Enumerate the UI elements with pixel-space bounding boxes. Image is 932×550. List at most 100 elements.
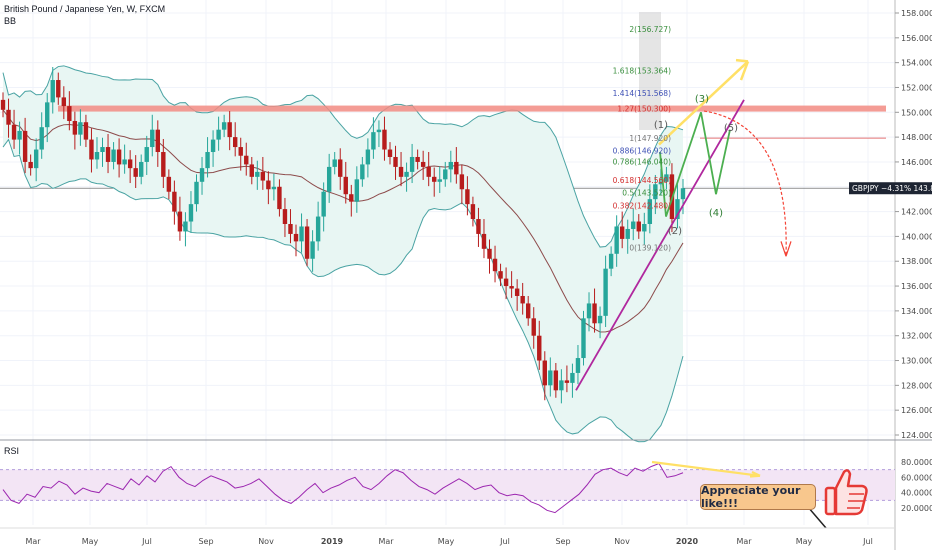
- candle-body: [559, 380, 564, 391]
- fib-label: 1.27(150.300): [617, 105, 671, 114]
- callout-pointer: [807, 506, 827, 529]
- candle-body: [194, 181, 199, 205]
- candle-body: [150, 129, 155, 148]
- rsi-arrow: [651, 460, 761, 477]
- x-tick-label: May: [796, 537, 813, 546]
- fib-label: 1.414(151.568): [613, 89, 671, 98]
- candle-body: [354, 179, 360, 202]
- candle-body: [343, 176, 348, 195]
- candle-body: [570, 372, 575, 383]
- candle-body: [509, 286, 514, 289]
- candle-body: [216, 129, 221, 140]
- fib-label: 0.5(143.520): [622, 189, 671, 198]
- candle-body: [443, 169, 448, 180]
- candle-body: [581, 318, 586, 359]
- annotations: (1) (2) (3) (4) (5): [575, 12, 792, 391]
- candle-body: [144, 147, 149, 162]
- candle-body: [139, 161, 144, 177]
- candle-body: [100, 147, 105, 153]
- y-tick-label: 136.000: [901, 282, 932, 291]
- candle-body: [454, 161, 459, 175]
- rsi-label: RSI: [4, 446, 20, 456]
- fib-label: 1.618(153.364): [613, 67, 671, 76]
- candle-body: [321, 191, 326, 217]
- candle-body: [72, 120, 78, 135]
- candle-body: [282, 209, 288, 224]
- candle-body: [83, 122, 89, 140]
- candle-body: [382, 129, 387, 150]
- candle-body: [365, 149, 371, 165]
- candle-body: [553, 370, 559, 391]
- wave-label: (3): [695, 94, 709, 105]
- candle-body: [520, 295, 525, 304]
- candle-body: [0, 99, 6, 110]
- projection-arrow: [658, 60, 749, 146]
- x-tick-label: May: [82, 537, 99, 546]
- candle-body: [664, 174, 669, 182]
- candle-body: [161, 152, 166, 177]
- y-tick-label: 140.000: [901, 232, 932, 241]
- band-fill: [3, 65, 683, 442]
- candle-body: [232, 137, 238, 148]
- y-tick-label: 156.000: [901, 34, 932, 43]
- wave-label: (1): [654, 120, 668, 131]
- candle-body: [172, 191, 177, 212]
- candle-body: [56, 80, 61, 98]
- candle-body: [133, 168, 138, 177]
- symbol-tag: GBPJPY −4.31% 143.882: [852, 184, 932, 193]
- resistance-band: [58, 105, 886, 112]
- candle-body: [277, 186, 282, 210]
- candle-body: [210, 139, 216, 153]
- candle-body: [227, 122, 232, 138]
- reversal-arrow-head: [780, 241, 792, 257]
- candle-body: [437, 179, 442, 182]
- x-tick-label: Nov: [258, 537, 274, 546]
- thumbs-up-icon: [824, 469, 868, 516]
- callout-box: Appreciate your like!!!: [700, 484, 816, 510]
- fib-label: 0.886(146.920): [613, 147, 671, 156]
- y-tick-label: 128.000: [901, 381, 932, 390]
- candle-body: [205, 152, 210, 169]
- x-tick-label: Mar: [378, 537, 394, 546]
- candle-body: [409, 156, 415, 172]
- candle-body: [459, 174, 465, 190]
- candle-body: [432, 176, 437, 182]
- candle-body: [514, 288, 520, 296]
- y-tick-label: 152.000: [901, 83, 932, 92]
- candle-body: [293, 233, 299, 242]
- rsi-arrow-head: [749, 470, 761, 478]
- candle-body: [614, 226, 619, 254]
- x-tick-label: Jul: [862, 537, 873, 546]
- rsi-tick-label: 60.0000: [901, 473, 932, 482]
- price-axis: 158.000 156.000 154.000 152.000 150.000 148.0…: [849, 0, 932, 550]
- candle-body: [155, 129, 160, 153]
- chart-title: British Pound / Japanese Yen, W, FXCM: [4, 4, 166, 14]
- candle-body: [17, 130, 22, 140]
- y-tick-label: 146.000: [901, 158, 932, 167]
- fib-label: 1(147.920): [629, 134, 671, 143]
- candle-body: [271, 186, 277, 190]
- y-tick-label: 126.000: [901, 406, 932, 415]
- rsi-tick-label: 80.0000: [901, 458, 932, 467]
- candle-body: [78, 122, 83, 135]
- y-tick-label: 150.000: [901, 108, 932, 117]
- candle-body: [299, 226, 304, 242]
- rsi-tick-label: 20.0000: [901, 504, 932, 513]
- candle-body: [45, 102, 50, 128]
- candle-body: [249, 164, 254, 177]
- candle-body: [448, 161, 454, 170]
- wave-label: (2): [668, 226, 682, 237]
- wave-path: [659, 112, 731, 217]
- candle-body: [619, 226, 625, 239]
- x-tick-label: Sep: [555, 537, 570, 546]
- candle-body: [22, 130, 28, 162]
- candle-body: [642, 224, 647, 232]
- candles: [0, 66, 686, 404]
- y-tick-label: 132.000: [901, 332, 932, 341]
- candle-body: [6, 109, 11, 125]
- candle-body: [288, 224, 293, 234]
- candle-body: [470, 204, 476, 220]
- candle-body: [94, 152, 100, 160]
- candle-body: [658, 181, 664, 185]
